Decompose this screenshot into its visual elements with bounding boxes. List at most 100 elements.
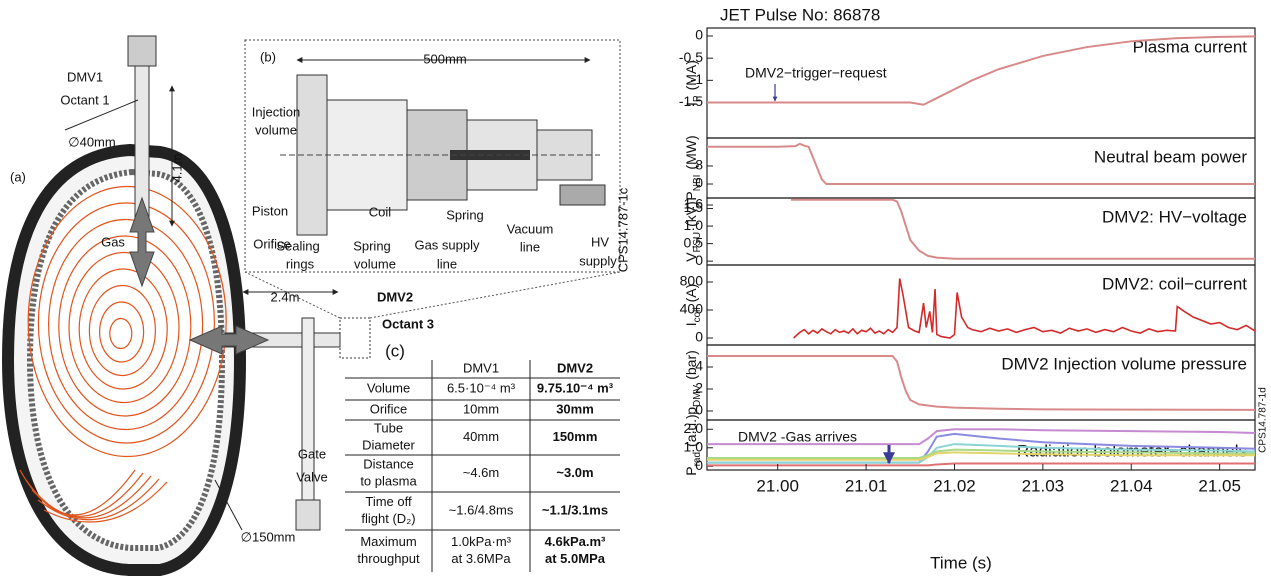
open-field-line bbox=[25, 472, 144, 517]
dmv1-valve bbox=[127, 35, 157, 67]
table-cell: at 5.0MPa bbox=[545, 551, 606, 566]
data-line bbox=[790, 198, 1255, 260]
flux-surface bbox=[37, 202, 216, 444]
flux-surface bbox=[78, 268, 168, 390]
inset-frame bbox=[244, 39, 621, 273]
diagram-label: Vacuum bbox=[507, 221, 554, 236]
flux-surfaces bbox=[19, 185, 227, 523]
flux-surface bbox=[88, 284, 157, 377]
leader-line bbox=[64, 99, 139, 131]
y-label-sub: DMV bbox=[692, 384, 703, 407]
data-line bbox=[707, 451, 1255, 461]
diagram-label: 2.4m bbox=[271, 289, 300, 304]
diagram-label: (a) bbox=[10, 169, 26, 184]
y-tick-label: 4 bbox=[695, 358, 703, 374]
diagram-label: DMV2 bbox=[377, 289, 413, 304]
x-tick-label: 21.02 bbox=[933, 476, 976, 495]
diagram-label: Gas bbox=[101, 234, 125, 249]
flux-surface bbox=[109, 317, 133, 350]
dmv2-box bbox=[339, 317, 371, 359]
table-cell: 40mm bbox=[463, 429, 499, 444]
y-axis-label: PNBI (MW) bbox=[683, 135, 703, 200]
panel-label: Plasma current bbox=[1133, 37, 1248, 56]
data-line bbox=[707, 355, 1255, 411]
table-cell: ~1.6/4.8ms bbox=[449, 502, 514, 517]
y-label-main: I bbox=[683, 322, 699, 326]
gas-arrow-top bbox=[129, 196, 155, 288]
table-cell: 1.0kPa·m³ bbox=[451, 534, 512, 549]
table-cell: Distance bbox=[363, 456, 414, 471]
y-tick-label: 0 bbox=[695, 457, 703, 473]
y-axis-label: Icoil (A) bbox=[683, 284, 703, 327]
diagram-label: DMV1 bbox=[67, 69, 103, 84]
table-cell: 4.6kPa.m³ bbox=[545, 534, 606, 549]
table-cell: Diameter bbox=[362, 437, 415, 452]
diagram-label: volume bbox=[354, 256, 396, 271]
data-line bbox=[793, 278, 1255, 339]
y-tick-label: 1.5 bbox=[684, 199, 704, 215]
flux-surface bbox=[47, 218, 204, 431]
data-line bbox=[707, 443, 1255, 464]
y-label-unit: (MA) bbox=[683, 60, 699, 90]
data-line bbox=[707, 462, 1255, 467]
diagram-label: 4.1m bbox=[169, 154, 184, 183]
data-line bbox=[707, 428, 1255, 446]
y-tick-label: 2 bbox=[695, 380, 703, 396]
y-label-main: P bbox=[683, 191, 699, 200]
diagram-label: 500mm bbox=[423, 51, 466, 66]
gate-valve-body bbox=[295, 499, 321, 531]
y-label-main: p bbox=[683, 407, 699, 415]
diagram-label: line bbox=[520, 239, 540, 254]
y-label-main: P bbox=[683, 466, 699, 475]
y-tick-label: 800 bbox=[680, 273, 704, 289]
x-tick-label: 21.00 bbox=[756, 476, 799, 495]
diagram-label: (b) bbox=[260, 49, 276, 64]
diagram-label: Orifice bbox=[253, 236, 291, 251]
y-label-sub: NBI bbox=[692, 175, 703, 192]
y-tick-label: 0.5 bbox=[684, 234, 704, 250]
panel-label: Neutral beam power bbox=[1094, 147, 1247, 166]
table-cell: 150mm bbox=[553, 429, 598, 444]
y-tick-label: 8 bbox=[695, 157, 703, 173]
diagram-label: supply bbox=[579, 253, 617, 268]
table-cell: ~4.6m bbox=[463, 465, 500, 480]
figure-id: CPS14.787-1d bbox=[1258, 387, 1269, 453]
table-cell: Maximum bbox=[360, 534, 416, 549]
diagram-label: Coil bbox=[369, 204, 392, 219]
diagram-label: Spring bbox=[353, 238, 391, 253]
diagram-label: Octant 3 bbox=[382, 316, 434, 331]
y-label-main: V bbox=[683, 252, 699, 262]
diagram-label: rings bbox=[286, 256, 315, 271]
table-cell: 30mm bbox=[556, 401, 594, 416]
flux-surface bbox=[58, 235, 192, 417]
x-tick-label: 21.03 bbox=[1022, 476, 1065, 495]
open-field-line bbox=[43, 481, 168, 523]
first-wall bbox=[26, 168, 226, 551]
x-tick-label: 21.01 bbox=[845, 476, 888, 495]
y-tick-label: -0.5 bbox=[679, 49, 703, 65]
diagram-label: Gate bbox=[298, 446, 326, 461]
open-field-line bbox=[31, 475, 152, 519]
y-tick-label: 0 bbox=[695, 252, 703, 268]
gas-arrow-side bbox=[188, 325, 270, 355]
diagram-label: ∅150mm bbox=[241, 529, 296, 544]
diagram-label: Sealing bbox=[276, 238, 319, 253]
y-tick-label: 2.0 bbox=[684, 420, 704, 436]
table-cell: ~3.0m bbox=[556, 465, 593, 480]
annotation: DMV2 -Gas arrives bbox=[738, 429, 857, 445]
data-line bbox=[707, 142, 1255, 186]
panel-label: DMV2: HV−voltage bbox=[1102, 207, 1247, 226]
y-label-unit: (MW) bbox=[683, 135, 699, 169]
y-label-sub: rad bbox=[692, 452, 703, 466]
y-label-unit: (bar) bbox=[683, 350, 699, 380]
x-axis-label: Time (s) bbox=[930, 553, 992, 572]
table-cell: at 3.6MPa bbox=[451, 551, 511, 566]
x-tick-label: 21.04 bbox=[1110, 476, 1153, 495]
table-header: DMV1 bbox=[463, 360, 499, 375]
diagram-label: CPS14.787-1c bbox=[615, 187, 630, 272]
y-axis-label: VPSU (kV) bbox=[683, 201, 703, 262]
y-tick-label: -1.5 bbox=[679, 93, 703, 109]
y-tick-label: 0 bbox=[695, 329, 703, 345]
table-cell: to plasma bbox=[360, 473, 417, 488]
table-cell: Volume bbox=[367, 380, 410, 395]
